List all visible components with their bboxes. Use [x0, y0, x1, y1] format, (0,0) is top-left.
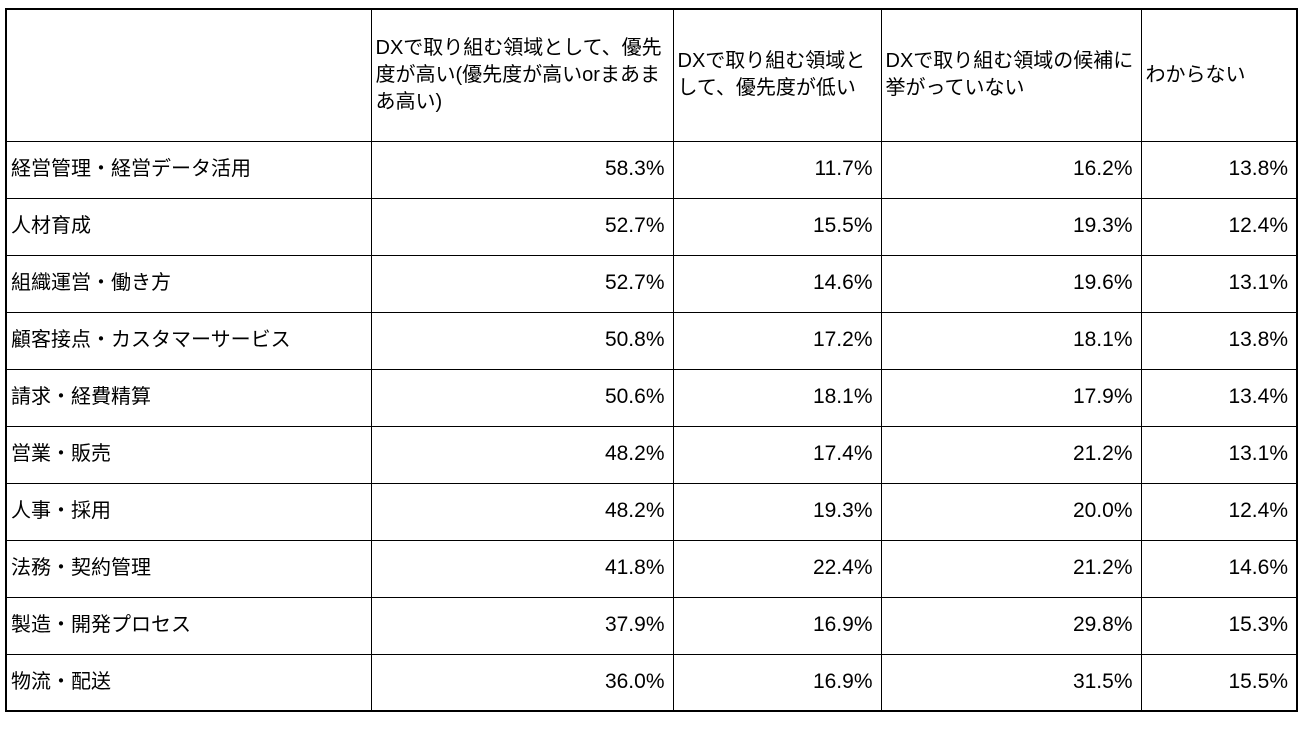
data-cell: 41.8% — [370, 539, 674, 598]
table-row: 物流・配送 36.0% 16.9% 31.5% 15.5% — [5, 653, 1298, 712]
table-row: 法務・契約管理 41.8% 22.4% 21.2% 14.6% — [5, 539, 1298, 598]
table-row: 人事・採用 48.2% 19.3% 20.0% 12.4% — [5, 482, 1298, 541]
data-cell: 15.3% — [1140, 596, 1298, 655]
data-cell: 52.7% — [370, 254, 674, 313]
data-cell: 31.5% — [880, 653, 1142, 712]
data-cell: 13.8% — [1140, 311, 1298, 370]
row-label: 製造・開発プロセス — [5, 596, 372, 655]
data-cell: 12.4% — [1140, 197, 1298, 256]
row-label: 物流・配送 — [5, 653, 372, 712]
data-cell: 17.9% — [880, 368, 1142, 427]
data-cell: 19.3% — [880, 197, 1142, 256]
data-cell: 52.7% — [370, 197, 674, 256]
table-header: DXで取り組む領域として、優先度が高い(優先度が高いorまあまあ高い) DXで取… — [5, 8, 1298, 142]
row-label: 人材育成 — [5, 197, 372, 256]
column-header-low-priority: DXで取り組む領域として、優先度が低い — [672, 8, 882, 142]
table-row: 製造・開発プロセス 37.9% 16.9% 29.8% 15.3% — [5, 596, 1298, 655]
data-cell: 22.4% — [672, 539, 882, 598]
data-cell: 50.8% — [370, 311, 674, 370]
data-cell: 15.5% — [672, 197, 882, 256]
data-cell: 13.4% — [1140, 368, 1298, 427]
data-cell: 17.2% — [672, 311, 882, 370]
data-cell: 14.6% — [672, 254, 882, 313]
data-cell: 48.2% — [370, 482, 674, 541]
data-cell: 48.2% — [370, 425, 674, 484]
data-cell: 19.3% — [672, 482, 882, 541]
column-header-not-candidate: DXで取り組む領域の候補に挙がっていない — [880, 8, 1142, 142]
table-row: 組織運営・働き方 52.7% 14.6% 19.6% 13.1% — [5, 254, 1298, 313]
data-cell: 19.6% — [880, 254, 1142, 313]
data-cell: 29.8% — [880, 596, 1142, 655]
data-cell: 58.3% — [370, 140, 674, 199]
data-cell: 16.9% — [672, 596, 882, 655]
column-header-dont-know: わからない — [1140, 8, 1298, 142]
data-cell: 21.2% — [880, 539, 1142, 598]
row-label: 顧客接点・カスタマーサービス — [5, 311, 372, 370]
data-cell: 16.9% — [672, 653, 882, 712]
data-cell: 18.1% — [880, 311, 1142, 370]
data-cell: 20.0% — [880, 482, 1142, 541]
data-cell: 13.1% — [1140, 254, 1298, 313]
data-cell: 50.6% — [370, 368, 674, 427]
row-label: 組織運営・働き方 — [5, 254, 372, 313]
data-cell: 18.1% — [672, 368, 882, 427]
table-row: 経営管理・経営データ活用 58.3% 11.7% 16.2% 13.8% — [5, 140, 1298, 199]
data-cell: 11.7% — [672, 140, 882, 199]
row-label: 営業・販売 — [5, 425, 372, 484]
data-cell: 17.4% — [672, 425, 882, 484]
row-label: 経営管理・経営データ活用 — [5, 140, 372, 199]
column-header-high-priority: DXで取り組む領域として、優先度が高い(優先度が高いorまあまあ高い) — [370, 8, 674, 142]
corner-cell — [5, 8, 372, 142]
data-cell: 14.6% — [1140, 539, 1298, 598]
table-row: 顧客接点・カスタマーサービス 50.8% 17.2% 18.1% 13.8% — [5, 311, 1298, 370]
data-cell: 21.2% — [880, 425, 1142, 484]
data-cell: 36.0% — [370, 653, 674, 712]
data-cell: 12.4% — [1140, 482, 1298, 541]
table-body: 経営管理・経営データ活用 58.3% 11.7% 16.2% 13.8% 人材育… — [5, 140, 1298, 712]
table-row: 請求・経費精算 50.6% 18.1% 17.9% 13.4% — [5, 368, 1298, 427]
table-row: 営業・販売 48.2% 17.4% 21.2% 13.1% — [5, 425, 1298, 484]
header-row: DXで取り組む領域として、優先度が高い(優先度が高いorまあまあ高い) DXで取… — [5, 8, 1298, 142]
table-row: 人材育成 52.7% 15.5% 19.3% 12.4% — [5, 197, 1298, 256]
data-cell: 37.9% — [370, 596, 674, 655]
dx-priority-table: DXで取り組む領域として、優先度が高い(優先度が高いorまあまあ高い) DXで取… — [5, 8, 1298, 712]
row-label: 請求・経費精算 — [5, 368, 372, 427]
data-cell: 15.5% — [1140, 653, 1298, 712]
data-cell: 13.8% — [1140, 140, 1298, 199]
data-cell: 13.1% — [1140, 425, 1298, 484]
row-label: 法務・契約管理 — [5, 539, 372, 598]
data-cell: 16.2% — [880, 140, 1142, 199]
row-label: 人事・採用 — [5, 482, 372, 541]
